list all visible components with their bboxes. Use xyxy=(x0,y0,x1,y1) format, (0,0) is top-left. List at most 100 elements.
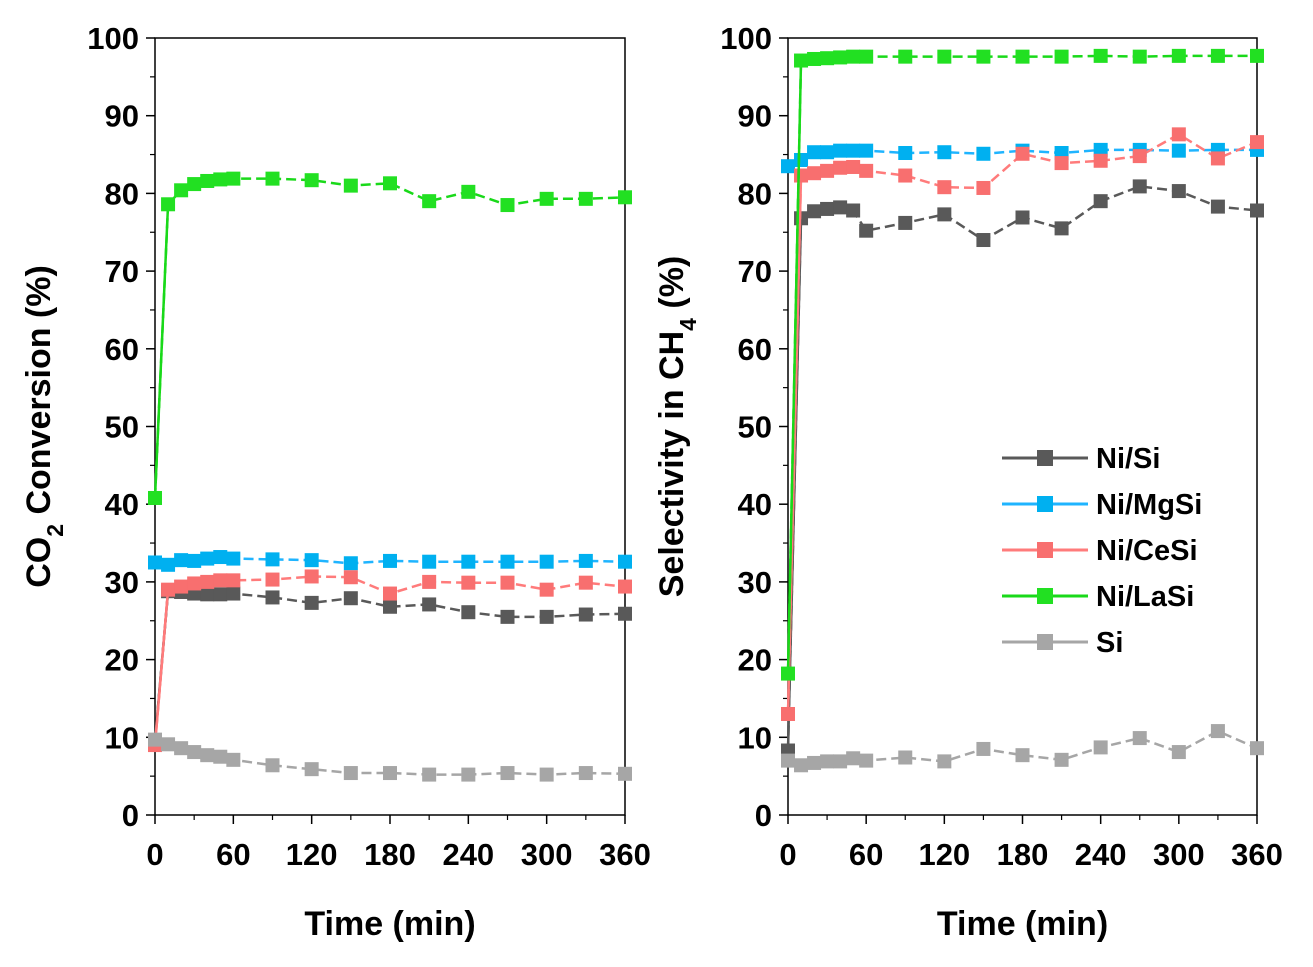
plot-frame xyxy=(154,37,626,816)
data-point xyxy=(1093,194,1108,209)
data-point xyxy=(898,168,913,183)
y-axis-title-part: (%) xyxy=(653,256,691,318)
y-axis-title-part: Conversion (%) xyxy=(20,265,58,524)
data-point xyxy=(807,145,822,160)
y-tick-label: 30 xyxy=(738,565,772,600)
data-point xyxy=(578,575,593,590)
legend-item-ni-mgsi: Ni/MgSi xyxy=(1002,489,1202,521)
data-point xyxy=(1015,49,1030,64)
y-axis-title-part: CO xyxy=(20,537,58,588)
series-line-initial-segment xyxy=(153,204,170,499)
y-tick-label: 0 xyxy=(755,798,772,833)
data-point xyxy=(833,754,848,769)
y-tick-label: 90 xyxy=(105,99,139,134)
data-point xyxy=(161,197,176,212)
data-point xyxy=(1171,127,1186,142)
y-tick-label: 40 xyxy=(105,487,139,522)
data-point xyxy=(343,178,358,193)
data-point xyxy=(422,767,437,782)
data-point xyxy=(618,190,632,205)
data-point xyxy=(1054,752,1069,767)
chart-panel-2: 0 10 20 30 40 50 60 70 80 90 100 0 60 120 180 240 300 360… xyxy=(653,21,1283,943)
legend-item-si: Si xyxy=(1002,627,1123,659)
series-ni-cesi xyxy=(781,127,1264,721)
data-point xyxy=(539,609,554,624)
data-point xyxy=(174,579,189,594)
data-point xyxy=(265,590,280,605)
x-tick-label: 60 xyxy=(216,837,250,872)
data-point xyxy=(343,591,358,606)
data-point xyxy=(781,159,795,174)
data-point xyxy=(1171,143,1186,158)
data-point xyxy=(1093,48,1108,63)
series-ni-lasi xyxy=(148,171,632,505)
data-point xyxy=(1210,199,1225,214)
data-point xyxy=(859,753,874,768)
data-point xyxy=(1015,210,1030,225)
data-point xyxy=(937,49,952,64)
data-point xyxy=(1210,151,1225,166)
legend-label: Ni/CeSi xyxy=(1096,535,1198,567)
y-axis-title: Selectivity in CH4 (%) xyxy=(653,256,701,598)
y-tick-label: 20 xyxy=(105,643,139,678)
legend-label: Ni/LaSi xyxy=(1096,581,1194,613)
data-point xyxy=(794,758,809,773)
data-point xyxy=(898,145,913,160)
data-point xyxy=(1250,135,1264,150)
data-point xyxy=(200,587,215,602)
data-point xyxy=(461,575,476,590)
data-point xyxy=(213,587,228,602)
data-point xyxy=(148,555,162,570)
x-tick-label: 180 xyxy=(997,837,1049,872)
data-point xyxy=(187,576,202,591)
data-point xyxy=(1210,48,1225,63)
data-point xyxy=(807,166,822,181)
data-point xyxy=(265,171,280,186)
data-point xyxy=(1171,48,1186,63)
data-point xyxy=(161,582,176,597)
y-tick-label: 10 xyxy=(105,720,139,755)
data-point xyxy=(618,554,632,569)
data-point xyxy=(461,767,476,782)
data-point xyxy=(1093,740,1108,755)
y-tick-label: 90 xyxy=(738,99,772,134)
data-point xyxy=(1250,48,1264,63)
data-point xyxy=(618,579,632,594)
data-point xyxy=(1132,149,1147,164)
data-point xyxy=(833,50,848,65)
data-point xyxy=(976,741,991,756)
y-tick-label: 70 xyxy=(105,254,139,289)
y-tick-label: 60 xyxy=(738,332,772,367)
data-point xyxy=(500,766,515,781)
data-point xyxy=(265,572,280,587)
data-point xyxy=(898,215,913,230)
data-point xyxy=(1210,724,1225,739)
data-point xyxy=(422,194,437,209)
data-point xyxy=(859,143,874,158)
data-point xyxy=(383,586,397,601)
data-point xyxy=(500,198,515,213)
data-point xyxy=(161,557,176,572)
chart-panel-1: 0 10 20 30 40 50 60 70 80 90 100 0 60 120 180 240 300 360… xyxy=(20,21,651,943)
data-point xyxy=(226,752,241,767)
data-point xyxy=(976,146,991,161)
data-point xyxy=(794,53,809,68)
data-point xyxy=(226,573,241,588)
x-tick-label: 120 xyxy=(286,837,338,872)
data-point xyxy=(781,706,795,721)
y-tick-label: 80 xyxy=(105,176,139,211)
series-ni-mgsi xyxy=(148,550,632,572)
data-point xyxy=(846,203,861,218)
y-tick-label: 100 xyxy=(87,21,139,56)
data-point xyxy=(187,553,202,568)
data-point xyxy=(781,753,795,768)
x-tick-label: 360 xyxy=(599,837,651,872)
data-point xyxy=(846,751,861,766)
y-tick-label: 30 xyxy=(105,565,139,600)
data-point xyxy=(265,758,280,773)
series-line-initial-segment xyxy=(153,589,170,746)
data-point xyxy=(200,551,215,566)
data-point xyxy=(781,666,795,681)
data-point xyxy=(1171,745,1186,760)
